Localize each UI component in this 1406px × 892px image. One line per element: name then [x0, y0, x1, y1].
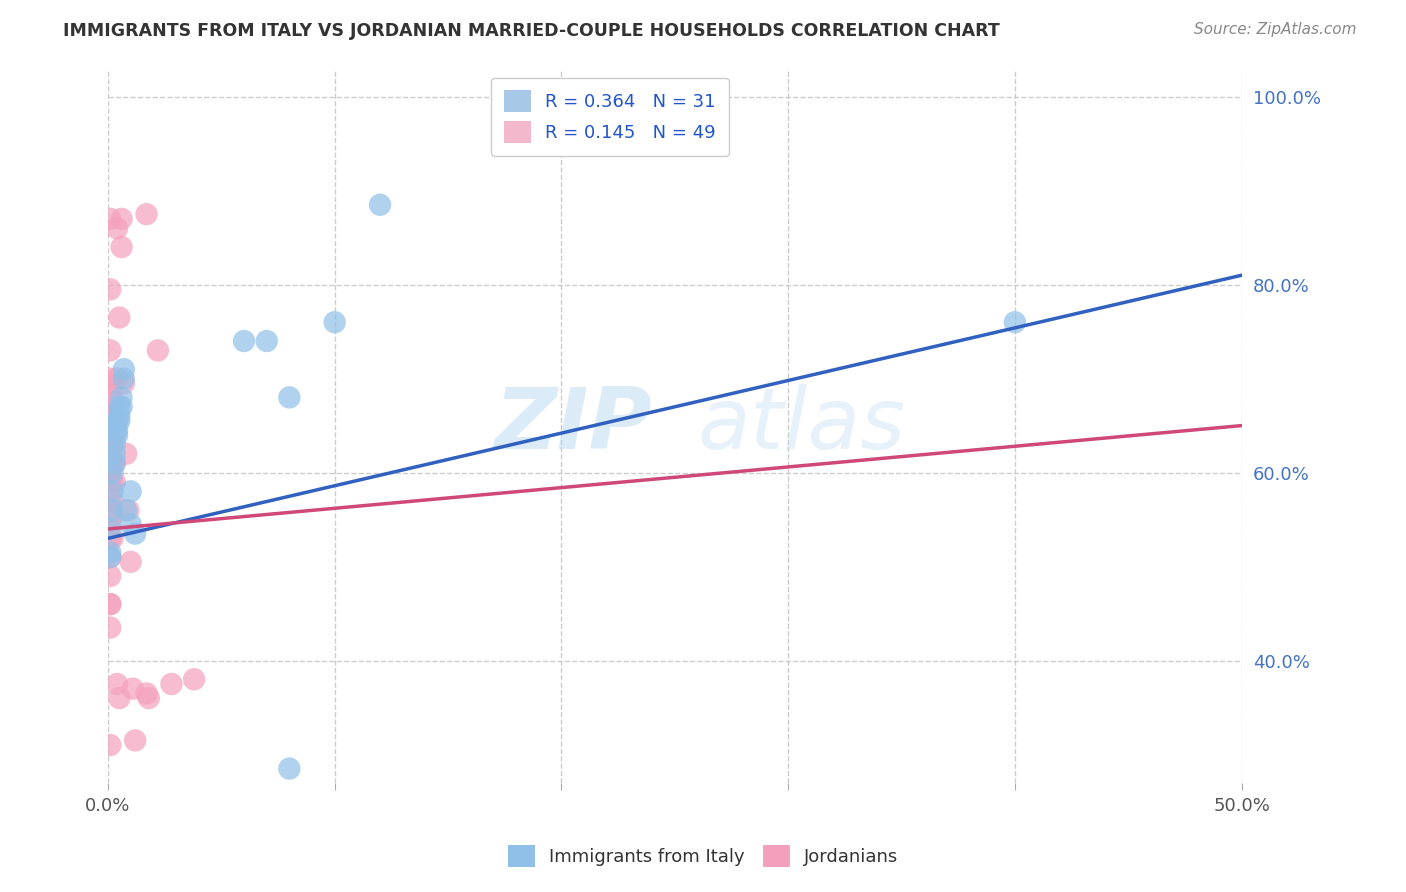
- Point: [115, 503, 138, 517]
- Point: [105, 371, 128, 385]
- Point: [98, 621, 121, 635]
- Point: [108, 310, 131, 325]
- Text: atlas: atlas: [697, 384, 905, 467]
- Point: [105, 423, 128, 437]
- Point: [368, 198, 391, 212]
- Legend: Immigrants from Italy, Jordanians: Immigrants from Italy, Jordanians: [501, 838, 905, 874]
- Point: [104, 456, 127, 470]
- Point: [135, 207, 157, 221]
- Point: [120, 484, 142, 499]
- Legend: R = 0.364   N = 31, R = 0.145   N = 49: R = 0.364 N = 31, R = 0.145 N = 49: [491, 78, 728, 156]
- Point: [112, 362, 135, 376]
- Point: [110, 391, 132, 405]
- Point: [98, 418, 121, 433]
- Point: [105, 414, 128, 428]
- Point: [98, 493, 121, 508]
- Point: [98, 391, 121, 405]
- Point: [98, 597, 121, 611]
- Point: [138, 691, 160, 706]
- Point: [108, 691, 131, 706]
- Point: [101, 493, 124, 508]
- Point: [146, 343, 169, 358]
- Point: [160, 677, 183, 691]
- Point: [101, 475, 124, 489]
- Point: [104, 428, 127, 442]
- Point: [104, 447, 127, 461]
- Point: [98, 343, 121, 358]
- Point: [104, 437, 127, 451]
- Text: ZIP: ZIP: [495, 384, 652, 467]
- Point: [98, 738, 121, 752]
- Point: [101, 532, 124, 546]
- Point: [98, 282, 121, 296]
- Point: [101, 437, 124, 451]
- Point: [98, 522, 121, 536]
- Point: [101, 456, 124, 470]
- Point: [98, 371, 121, 385]
- Point: [98, 211, 121, 226]
- Point: [120, 555, 142, 569]
- Point: [124, 733, 146, 747]
- Point: [104, 418, 127, 433]
- Point: [98, 512, 121, 526]
- Point: [101, 376, 124, 391]
- Point: [105, 428, 128, 442]
- Point: [278, 762, 301, 776]
- Text: IMMIGRANTS FROM ITALY VS JORDANIAN MARRIED-COUPLE HOUSEHOLDS CORRELATION CHART: IMMIGRANTS FROM ITALY VS JORDANIAN MARRI…: [63, 22, 1000, 40]
- Point: [183, 673, 205, 687]
- Point: [124, 526, 146, 541]
- Point: [101, 409, 124, 424]
- Point: [122, 681, 145, 696]
- Point: [98, 545, 121, 559]
- Point: [120, 517, 142, 532]
- Point: [233, 334, 256, 348]
- Point: [110, 240, 132, 254]
- Point: [98, 475, 121, 489]
- Point: [112, 371, 135, 385]
- Point: [98, 532, 121, 546]
- Point: [256, 334, 278, 348]
- Point: [98, 569, 121, 583]
- Point: [104, 395, 127, 409]
- Point: [1004, 315, 1026, 329]
- Point: [323, 315, 346, 329]
- Point: [105, 221, 128, 235]
- Point: [101, 503, 124, 517]
- Y-axis label: Married-couple Households: Married-couple Households: [0, 302, 8, 549]
- Point: [104, 475, 127, 489]
- Point: [115, 447, 138, 461]
- Text: Source: ZipAtlas.com: Source: ZipAtlas.com: [1194, 22, 1357, 37]
- Point: [278, 391, 301, 405]
- Point: [98, 550, 121, 565]
- Point: [104, 456, 127, 470]
- Point: [110, 400, 132, 414]
- Point: [101, 466, 124, 480]
- Point: [101, 508, 124, 522]
- Point: [98, 550, 121, 565]
- Point: [108, 409, 131, 424]
- Point: [110, 211, 132, 226]
- Point: [108, 414, 131, 428]
- Point: [98, 466, 121, 480]
- Point: [98, 442, 121, 456]
- Point: [108, 400, 131, 414]
- Point: [98, 597, 121, 611]
- Point: [112, 376, 135, 391]
- Point: [101, 484, 124, 499]
- Point: [105, 677, 128, 691]
- Point: [135, 686, 157, 700]
- Point: [117, 503, 139, 517]
